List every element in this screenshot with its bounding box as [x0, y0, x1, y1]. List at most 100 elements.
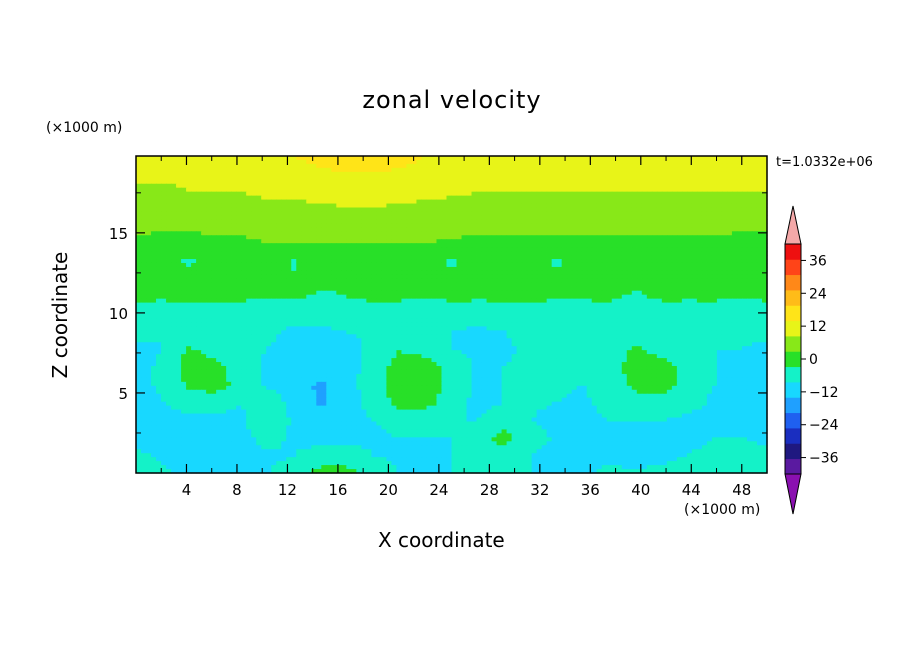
heatmap-cell	[236, 195, 242, 201]
heatmap-cell	[511, 207, 518, 213]
heatmap-cell	[761, 167, 768, 173]
heatmap-cell	[376, 159, 382, 165]
heatmap-cell	[211, 159, 217, 165]
heatmap-cell	[726, 219, 733, 224]
heatmap-cell	[166, 247, 172, 252]
heatmap-cell	[461, 171, 468, 177]
heatmap-cell	[686, 167, 693, 173]
heatmap-cell	[426, 239, 433, 244]
heatmap-cell	[326, 215, 332, 220]
heatmap-cell	[356, 302, 362, 308]
heatmap-cell	[206, 235, 212, 240]
heatmap-cell	[351, 187, 357, 193]
heatmap-cell	[686, 247, 693, 252]
heatmap-cell	[431, 255, 438, 260]
heatmap-cell	[661, 266, 668, 272]
heatmap-cell	[161, 266, 167, 272]
heatmap-cell	[241, 251, 247, 256]
heatmap-cell	[716, 171, 723, 177]
heatmap-cell	[706, 290, 713, 296]
heatmap-cell	[361, 207, 367, 213]
heatmap-cell	[706, 215, 713, 220]
heatmap-cell	[226, 302, 232, 308]
heatmap-cell	[751, 199, 758, 205]
heatmap-cell	[286, 187, 292, 193]
heatmap-cell	[696, 179, 703, 185]
heatmap-cell	[251, 227, 257, 232]
heatmap-cell	[611, 306, 618, 312]
heatmap-cell	[481, 255, 488, 260]
heatmap-cell	[306, 156, 312, 161]
heatmap-cell	[311, 175, 317, 181]
heatmap-cell	[746, 274, 753, 280]
heatmap-cell	[516, 231, 523, 236]
heatmap-cell	[436, 262, 443, 268]
heatmap-cell	[696, 306, 703, 312]
heatmap-cell	[621, 270, 628, 276]
heatmap-cell	[291, 156, 297, 161]
heatmap-cell	[516, 191, 523, 197]
heatmap-cell	[161, 195, 167, 201]
heatmap-cell	[246, 179, 252, 185]
heatmap-cell	[586, 215, 593, 220]
heatmap-cell	[541, 195, 548, 201]
heatmap-cell	[601, 179, 608, 185]
heatmap-cell	[496, 231, 503, 236]
heatmap-cell	[391, 251, 398, 256]
heatmap-cell	[396, 259, 403, 264]
heatmap-cell	[391, 282, 398, 288]
heatmap-cell	[541, 294, 548, 300]
heatmap-cell	[636, 231, 643, 236]
heatmap-cell	[171, 286, 177, 292]
heatmap-cell	[521, 306, 528, 312]
heatmap-cell	[451, 243, 458, 248]
heatmap-cell	[541, 306, 548, 312]
heatmap-cell	[356, 286, 362, 292]
heatmap-cell	[336, 207, 342, 213]
heatmap-cell	[381, 231, 387, 236]
heatmap-cell	[196, 270, 202, 276]
heatmap-cell	[531, 266, 538, 272]
heatmap-cell	[211, 259, 217, 264]
heatmap-cell	[171, 191, 177, 197]
heatmap-cell	[521, 255, 528, 260]
heatmap-cell	[666, 203, 673, 209]
heatmap-cell	[316, 195, 322, 201]
heatmap-cell	[321, 156, 327, 161]
heatmap-cell	[431, 239, 438, 244]
heatmap-cell	[146, 302, 152, 308]
heatmap-cell	[726, 286, 733, 292]
heatmap-cell	[356, 199, 362, 205]
heatmap-cell	[391, 278, 398, 284]
heatmap-cell	[211, 171, 217, 177]
heatmap-cell	[616, 156, 623, 161]
heatmap-cell	[286, 262, 292, 268]
heatmap-cell	[401, 159, 408, 165]
heatmap-cell	[161, 247, 167, 252]
heatmap-cell	[551, 235, 558, 240]
heatmap-cell	[161, 227, 167, 232]
heatmap-cell	[346, 235, 352, 240]
heatmap-cell	[381, 298, 387, 304]
heatmap-cell	[476, 203, 483, 209]
heatmap-cell	[496, 251, 503, 256]
heatmap-cell	[636, 191, 643, 197]
heatmap-cell	[701, 199, 708, 205]
heatmap-cell	[331, 227, 337, 232]
heatmap-cell	[721, 274, 728, 280]
heatmap-cell	[246, 199, 252, 205]
heatmap-cell	[736, 278, 743, 284]
heatmap-cell	[671, 195, 678, 201]
heatmap-cell	[616, 163, 623, 169]
heatmap-cell	[636, 302, 643, 308]
heatmap-cell	[416, 223, 423, 228]
heatmap-cell	[591, 286, 598, 292]
heatmap-cell	[481, 286, 488, 292]
heatmap-cell	[161, 159, 167, 165]
heatmap-cell	[361, 187, 367, 193]
heatmap-cell	[486, 270, 493, 276]
heatmap-cell	[161, 278, 167, 284]
heatmap-cell	[631, 255, 638, 260]
heatmap-cell	[216, 259, 222, 264]
heatmap-cell	[311, 282, 317, 288]
